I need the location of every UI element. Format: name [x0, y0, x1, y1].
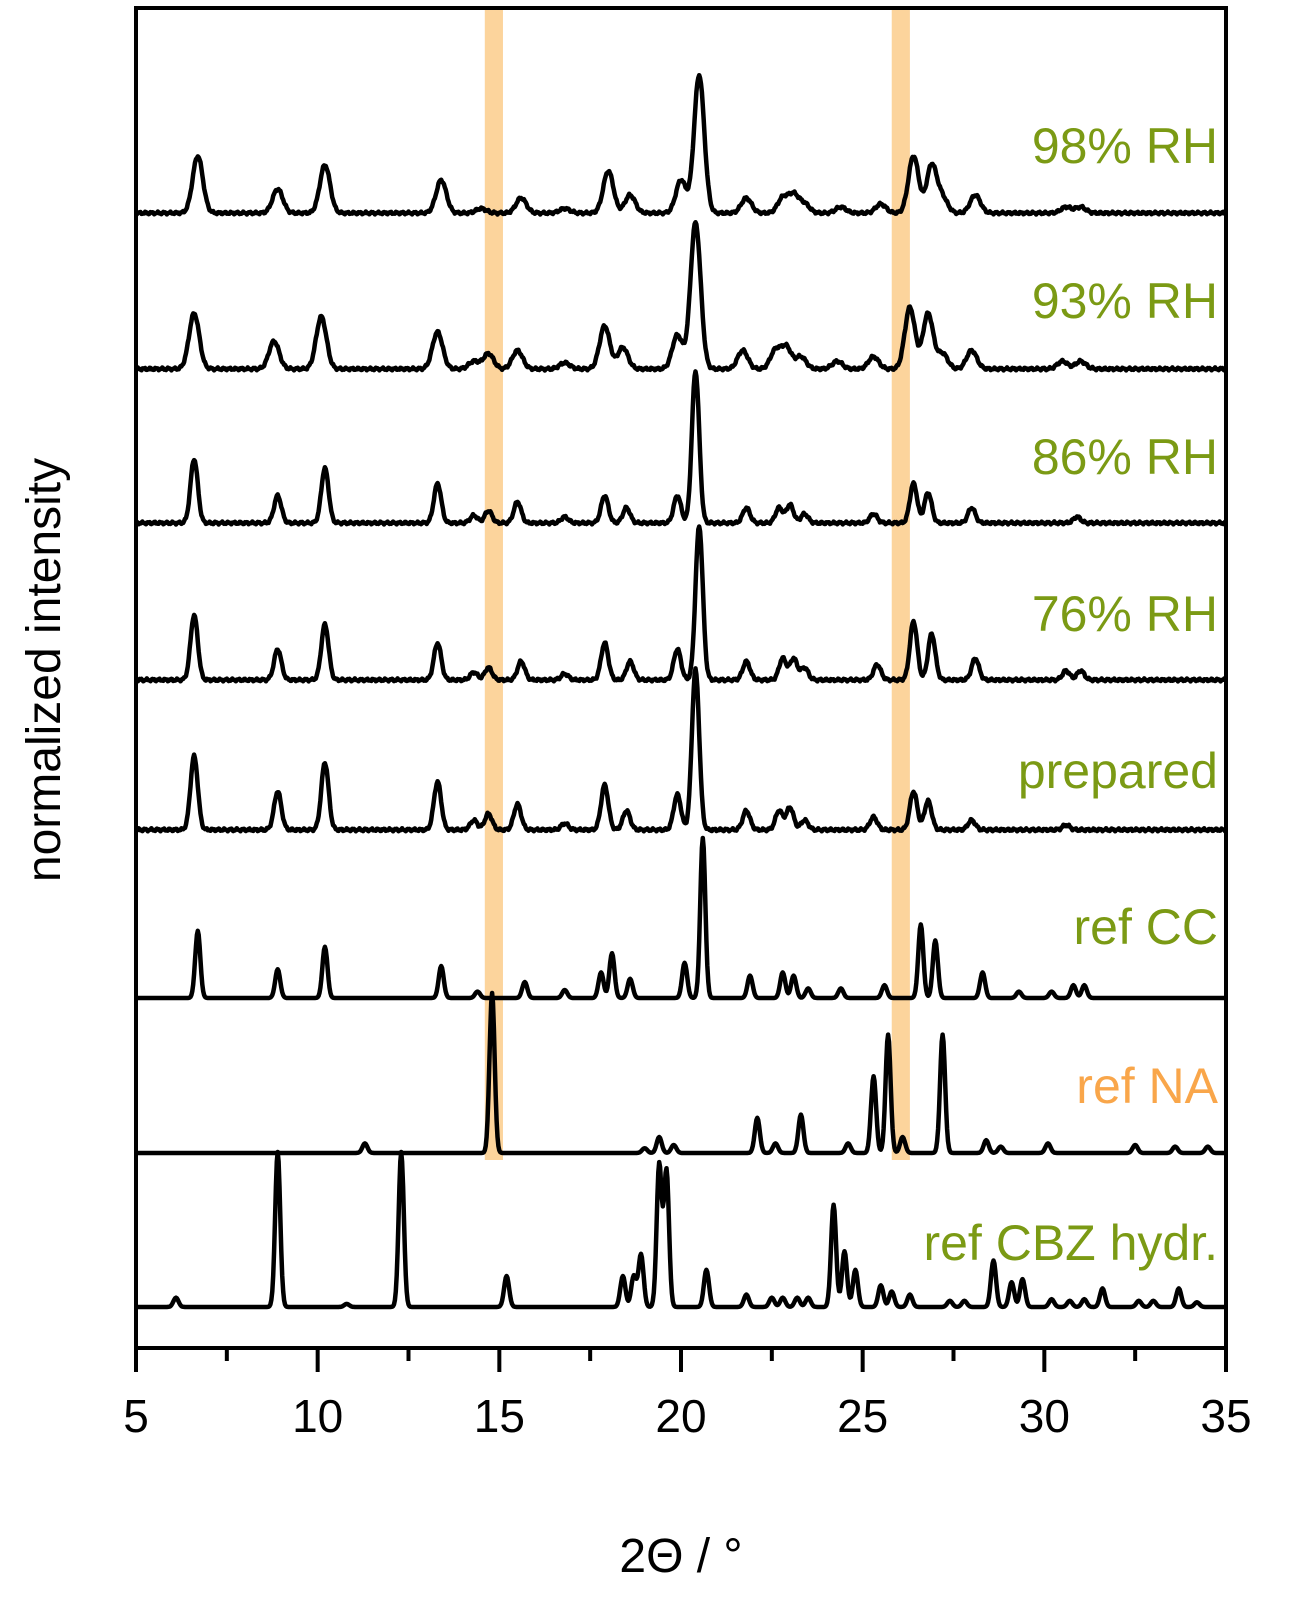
trace-ref-na — [134, 990, 1228, 1156]
highlight-band-2 — [891, 8, 910, 1160]
trace-label-7: ref NA — [1076, 1058, 1218, 1114]
trace-98-rh — [134, 72, 1228, 217]
x-tick-label: 30 — [1019, 1390, 1070, 1442]
trace-86-rh — [134, 369, 1228, 527]
trace-label-8: ref CBZ hydr. — [923, 1215, 1218, 1271]
trace-prepared — [134, 666, 1228, 834]
trace-label-3: 86% RH — [1032, 429, 1218, 485]
x-tick-label: 15 — [474, 1390, 525, 1442]
trace-label-5: prepared — [1018, 743, 1218, 799]
trace-label-1: 98% RH — [1032, 118, 1218, 174]
x-axis-title: 2Θ / ° — [619, 1530, 742, 1583]
trace-ref-cc — [134, 835, 1228, 1001]
x-axis-ticks: 5 10 15 20 25 30 35 — [123, 1348, 1252, 1442]
x-tick-label: 35 — [1200, 1390, 1251, 1442]
x-tick-label: 25 — [837, 1390, 888, 1442]
highlight-band-1 — [484, 8, 503, 1160]
trace-labels: 98% RH 93% RH 86% RH 76% RH prepared ref CC re… — [923, 118, 1218, 1271]
y-axis-title: normalized intensity — [18, 458, 71, 882]
trace-ref-cbz-hydr — [134, 1149, 1228, 1310]
trace-93-rh — [134, 219, 1228, 373]
highlight-bands — [484, 8, 910, 1160]
trace-label-2: 93% RH — [1032, 273, 1218, 329]
x-tick-label: 20 — [655, 1390, 706, 1442]
x-tick-label: 5 — [123, 1390, 149, 1442]
x-tick-label: 10 — [292, 1390, 343, 1442]
trace-label-4: 76% RH — [1032, 586, 1218, 642]
trace-label-6: ref CC — [1074, 899, 1218, 955]
trace-76-rh — [134, 524, 1228, 684]
traces — [134, 72, 1228, 1310]
